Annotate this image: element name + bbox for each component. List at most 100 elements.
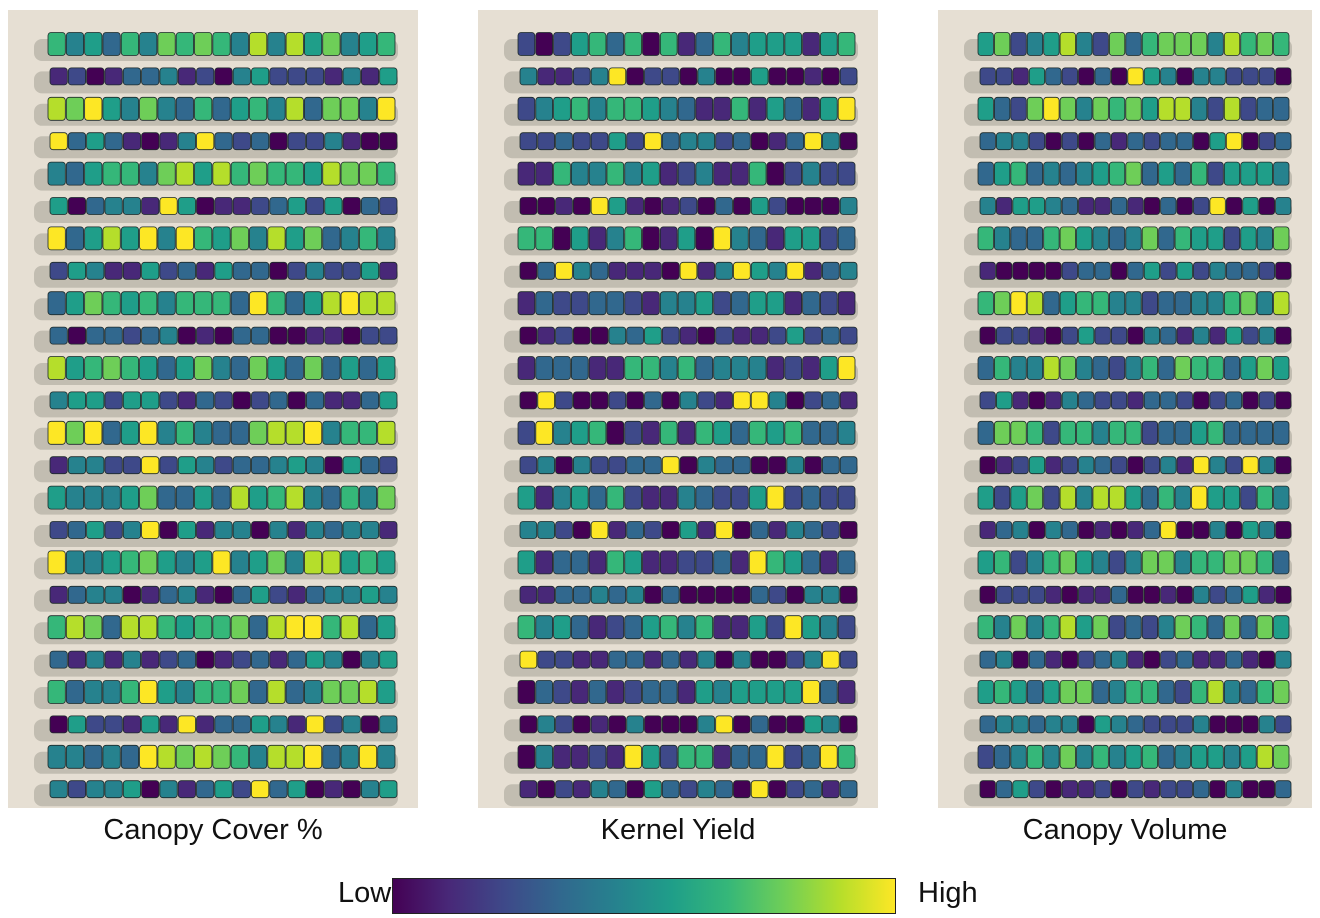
tree xyxy=(787,586,804,603)
tree xyxy=(733,68,750,85)
tree xyxy=(380,392,397,409)
tree xyxy=(325,133,342,150)
tree xyxy=(609,392,626,409)
tree xyxy=(361,262,378,279)
tree xyxy=(785,292,802,315)
tree xyxy=(785,162,802,185)
tree xyxy=(231,745,248,768)
tree xyxy=(698,327,715,344)
tree xyxy=(323,162,340,185)
tree xyxy=(85,486,102,509)
tree xyxy=(994,616,1009,639)
tree xyxy=(554,97,571,120)
tree xyxy=(1077,97,1092,120)
tree xyxy=(767,227,784,250)
tree xyxy=(520,262,537,279)
tree xyxy=(1079,457,1094,474)
tree xyxy=(323,745,340,768)
tree xyxy=(359,33,376,56)
tree xyxy=(268,33,285,56)
tree xyxy=(251,781,268,798)
tree xyxy=(1142,97,1157,120)
tree xyxy=(304,551,321,574)
tree xyxy=(323,33,340,56)
tree xyxy=(980,327,995,344)
tree xyxy=(306,457,323,474)
tree xyxy=(589,97,606,120)
tree xyxy=(1077,227,1092,250)
tree xyxy=(678,357,695,380)
tree xyxy=(980,586,995,603)
tree xyxy=(1109,551,1124,574)
tree xyxy=(1029,133,1044,150)
tree xyxy=(803,33,820,56)
tree xyxy=(805,457,822,474)
tree xyxy=(1208,292,1223,315)
tree xyxy=(1029,457,1044,474)
tree xyxy=(1243,198,1258,215)
tree xyxy=(556,716,573,733)
tree xyxy=(749,162,766,185)
tree xyxy=(680,651,697,668)
tree xyxy=(680,586,697,603)
tree xyxy=(105,651,122,668)
tree xyxy=(215,392,232,409)
tree xyxy=(325,716,342,733)
tree xyxy=(1226,522,1241,539)
tree xyxy=(538,68,555,85)
tree xyxy=(268,616,285,639)
tree xyxy=(1109,357,1124,380)
tree xyxy=(123,586,140,603)
tree xyxy=(1161,68,1176,85)
tree xyxy=(1093,551,1108,574)
tree xyxy=(249,745,266,768)
tree xyxy=(609,327,626,344)
tree xyxy=(87,781,104,798)
tree xyxy=(1013,586,1028,603)
tree xyxy=(680,198,697,215)
tree xyxy=(662,133,679,150)
tree xyxy=(195,681,212,704)
tree xyxy=(1276,522,1291,539)
tree xyxy=(556,651,573,668)
tree xyxy=(803,745,820,768)
tree xyxy=(714,616,731,639)
tree xyxy=(1044,162,1059,185)
tree xyxy=(1276,651,1291,668)
tree xyxy=(1241,162,1256,185)
tree xyxy=(573,781,590,798)
tree xyxy=(1062,392,1077,409)
tree xyxy=(270,262,287,279)
tree xyxy=(607,227,624,250)
tree xyxy=(696,551,713,574)
tree xyxy=(213,551,230,574)
tree xyxy=(304,33,321,56)
tree xyxy=(270,392,287,409)
tree xyxy=(378,551,395,574)
tree xyxy=(680,781,697,798)
tree xyxy=(589,33,606,56)
tree xyxy=(536,292,553,315)
tree xyxy=(50,68,67,85)
tree xyxy=(140,681,157,704)
tree xyxy=(1109,33,1124,56)
tree xyxy=(978,616,993,639)
tree xyxy=(838,97,855,120)
tree xyxy=(378,486,395,509)
tree xyxy=(85,616,102,639)
tree xyxy=(978,681,993,704)
tree xyxy=(195,292,212,315)
tree xyxy=(1027,97,1042,120)
tree xyxy=(645,651,662,668)
tree xyxy=(571,357,588,380)
tree xyxy=(87,327,104,344)
tree xyxy=(1126,421,1141,444)
tree xyxy=(554,745,571,768)
tree xyxy=(87,68,104,85)
tree xyxy=(1111,68,1126,85)
tree xyxy=(538,133,555,150)
tree xyxy=(1259,392,1274,409)
tree xyxy=(68,327,85,344)
tree xyxy=(607,33,624,56)
tree xyxy=(660,421,677,444)
